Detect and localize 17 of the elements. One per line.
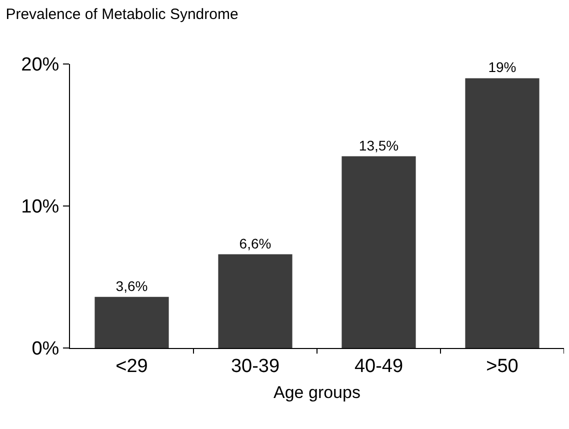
data-label: 6,6% [239,235,272,252]
x-tick-label: >50 [486,356,518,377]
x-tick-label: 30-39 [230,356,280,377]
bar [342,156,416,348]
data-label: 3,6% [116,278,148,294]
y-tick-label: 0% [32,338,60,360]
bar [94,296,169,348]
x-tick-label: <29 [116,356,148,377]
y-tick-label: 10% [21,196,60,218]
bar [218,254,292,348]
data-label: 19% [488,59,516,76]
x-axis-title: Age groups [274,383,360,402]
chart-title: Prevalence of Metabolic Syndrome [6,6,238,24]
y-tick-label: 20% [21,54,60,76]
x-tick-label: 40-49 [354,356,404,377]
data-label: 13,5% [358,137,399,154]
bar [465,78,540,348]
